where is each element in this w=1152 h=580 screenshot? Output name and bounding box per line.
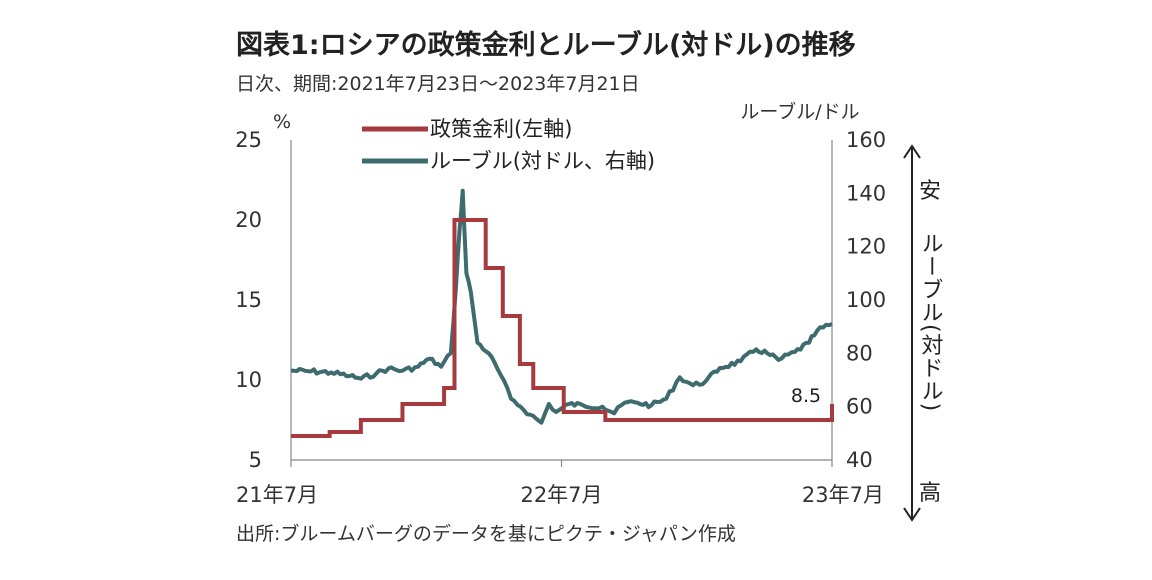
right-axis-ticks: 40 60 80 100 120 140 160 — [846, 128, 886, 472]
left-axis-unit: % — [273, 111, 291, 133]
direction-arrow — [903, 144, 921, 522]
x-axis-ticks: 21年7月 22年7月 23年7月 — [236, 483, 884, 507]
arrow-head-down-icon — [903, 507, 921, 522]
left-axis-ticks: 5 10 15 20 25 — [235, 128, 262, 472]
chart-subtitle: 日次、期間:2021年7月23日〜2023年7月21日 — [236, 73, 640, 95]
left-tick-label: 5 — [249, 448, 262, 472]
direction-label-vertical: ルーブル(対ドル) — [918, 232, 944, 412]
legend: 政策金利(左軸) ルーブル(対ドル、右軸) — [362, 117, 655, 173]
x-tick-label: 22年7月 — [520, 483, 602, 507]
left-tick-label: 15 — [235, 288, 262, 312]
direction-label-middle: ルーブル(対ドル) — [918, 232, 944, 412]
left-tick-label: 20 — [235, 208, 262, 232]
right-tick-label: 120 — [846, 235, 886, 259]
chart-title: 図表1:ロシアの政策金利とルーブル(対ドル)の推移 — [236, 29, 856, 61]
annotation-8-5: 8.5 — [791, 385, 821, 407]
series-line-ruble — [290, 188, 833, 425]
arrow-head-up-icon — [903, 144, 921, 159]
right-tick-label: 80 — [846, 341, 873, 365]
left-tick-label: 25 — [235, 128, 262, 152]
right-tick-label: 140 — [846, 181, 886, 205]
right-axis-unit: ルーブル/ドル — [740, 100, 859, 123]
right-tick-label: 40 — [846, 448, 873, 472]
x-tick-label: 23年7月 — [802, 483, 884, 507]
legend-label-policy-rate: 政策金利(左軸) — [430, 117, 572, 141]
chart-source: 出所:ブルームバーグのデータを基にピクテ・ジャパン作成 — [236, 522, 736, 545]
right-tick-label: 160 — [846, 128, 886, 152]
right-tick-label: 100 — [846, 288, 886, 312]
left-tick-label: 10 — [235, 368, 262, 392]
x-tick-label: 21年7月 — [236, 483, 318, 507]
series-line-policy-rate — [291, 218, 834, 438]
direction-label-cheap: 安 — [919, 179, 941, 204]
right-tick-label: 60 — [846, 395, 873, 419]
legend-label-ruble: ルーブル(対ドル、右軸) — [430, 149, 655, 173]
direction-label-expensive: 高 — [919, 481, 941, 506]
